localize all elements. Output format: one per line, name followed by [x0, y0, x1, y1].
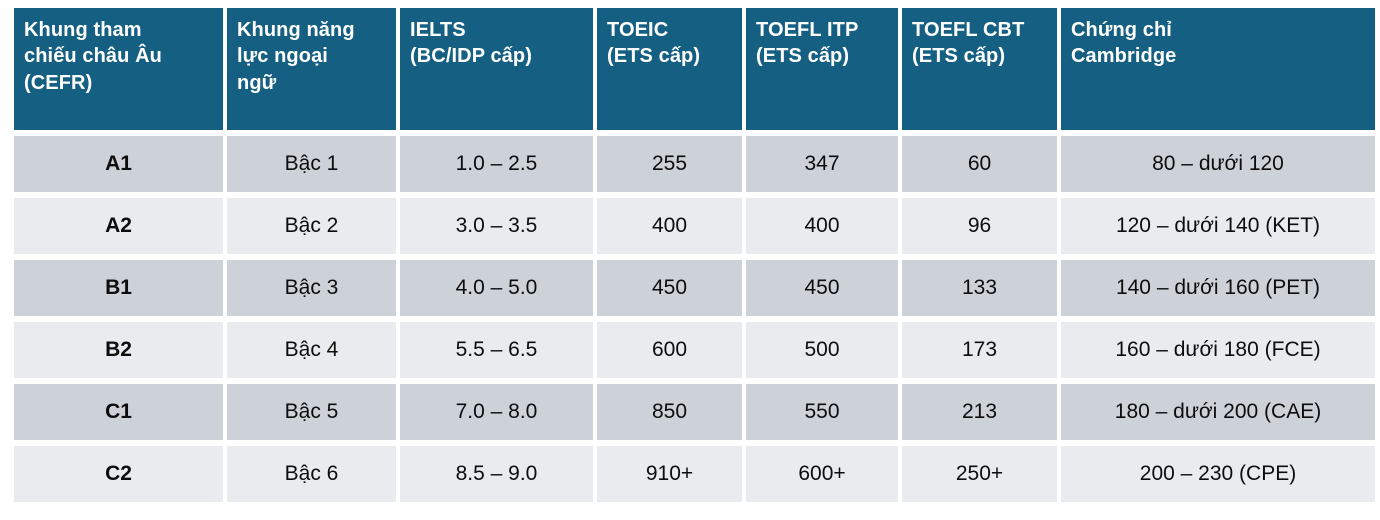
- table-row-a1: A1 Bậc 1 1.0 – 2.5 255 347 60 80 – dưới …: [14, 136, 1375, 192]
- cell-cambridge-score: 140 – dưới 160 (PET): [1061, 260, 1375, 316]
- cell-cefr-level: B2: [14, 322, 223, 378]
- table-body: A1 Bậc 1 1.0 – 2.5 255 347 60 80 – dưới …: [14, 136, 1375, 502]
- table-row-b2: B2 Bậc 4 5.5 – 6.5 600 500 173 160 – dướ…: [14, 322, 1375, 378]
- column-header-toefl-cbt: TOEFL CBT (ETS cấp): [902, 8, 1057, 130]
- column-header-ielts: IELTS (BC/IDP cấp): [400, 8, 593, 130]
- cell-bac-level: Bậc 3: [227, 260, 396, 316]
- cell-cambridge-score: 180 – dưới 200 (CAE): [1061, 384, 1375, 440]
- cell-cambridge-score: 120 – dưới 140 (KET): [1061, 198, 1375, 254]
- cell-toefl-itp-score: 500: [746, 322, 898, 378]
- cell-cambridge-score: 200 – 230 (CPE): [1061, 446, 1375, 502]
- cell-toeic-score: 450: [597, 260, 742, 316]
- cell-toefl-itp-score: 600+: [746, 446, 898, 502]
- column-header-cefr: Khung tham chiếu châu Âu (CEFR): [14, 8, 223, 130]
- cell-ielts-score: 1.0 – 2.5: [400, 136, 593, 192]
- cell-ielts-score: 8.5 – 9.0: [400, 446, 593, 502]
- cell-toefl-cbt-score: 60: [902, 136, 1057, 192]
- cell-cefr-level: C2: [14, 446, 223, 502]
- cell-toeic-score: 600: [597, 322, 742, 378]
- cell-toefl-itp-score: 347: [746, 136, 898, 192]
- column-header-cambridge: Chứng chỉ Cambridge: [1061, 8, 1375, 130]
- cell-toefl-cbt-score: 173: [902, 322, 1057, 378]
- cell-toefl-itp-score: 400: [746, 198, 898, 254]
- cell-toefl-cbt-score: 250+: [902, 446, 1057, 502]
- cell-cefr-level: A1: [14, 136, 223, 192]
- cell-toeic-score: 400: [597, 198, 742, 254]
- column-header-toeic: TOEIC (ETS cấp): [597, 8, 742, 130]
- cell-toefl-itp-score: 450: [746, 260, 898, 316]
- cell-toeic-score: 850: [597, 384, 742, 440]
- cell-toefl-itp-score: 550: [746, 384, 898, 440]
- cell-toeic-score: 255: [597, 136, 742, 192]
- table-row-c1: C1 Bậc 5 7.0 – 8.0 850 550 213 180 – dướ…: [14, 384, 1375, 440]
- cell-cefr-level: A2: [14, 198, 223, 254]
- table-row-a2: A2 Bậc 2 3.0 – 3.5 400 400 96 120 – dưới…: [14, 198, 1375, 254]
- cell-toefl-cbt-score: 213: [902, 384, 1057, 440]
- column-header-khung-nang-luc: Khung năng lực ngoại ngữ: [227, 8, 396, 130]
- cell-ielts-score: 5.5 – 6.5: [400, 322, 593, 378]
- cell-cambridge-score: 80 – dưới 120: [1061, 136, 1375, 192]
- cell-toeic-score: 910+: [597, 446, 742, 502]
- table-header-row: Khung tham chiếu châu Âu (CEFR) Khung nă…: [14, 8, 1375, 130]
- cell-toefl-cbt-score: 96: [902, 198, 1057, 254]
- page-body: Khung tham chiếu châu Âu (CEFR) Khung nă…: [10, 2, 1379, 508]
- cell-bac-level: Bậc 4: [227, 322, 396, 378]
- column-header-toefl-itp: TOEFL ITP (ETS cấp): [746, 8, 898, 130]
- cell-cambridge-score: 160 – dưới 180 (FCE): [1061, 322, 1375, 378]
- table-row-c2: C2 Bậc 6 8.5 – 9.0 910+ 600+ 250+ 200 – …: [14, 446, 1375, 502]
- cell-ielts-score: 7.0 – 8.0: [400, 384, 593, 440]
- cell-toefl-cbt-score: 133: [902, 260, 1057, 316]
- cell-bac-level: Bậc 1: [227, 136, 396, 192]
- cell-cefr-level: B1: [14, 260, 223, 316]
- cell-ielts-score: 3.0 – 3.5: [400, 198, 593, 254]
- language-score-conversion-table: Khung tham chiếu châu Âu (CEFR) Khung nă…: [10, 2, 1379, 508]
- cell-cefr-level: C1: [14, 384, 223, 440]
- cell-bac-level: Bậc 5: [227, 384, 396, 440]
- cell-ielts-score: 4.0 – 5.0: [400, 260, 593, 316]
- cell-bac-level: Bậc 6: [227, 446, 396, 502]
- cell-bac-level: Bậc 2: [227, 198, 396, 254]
- table-row-b1: B1 Bậc 3 4.0 – 5.0 450 450 133 140 – dướ…: [14, 260, 1375, 316]
